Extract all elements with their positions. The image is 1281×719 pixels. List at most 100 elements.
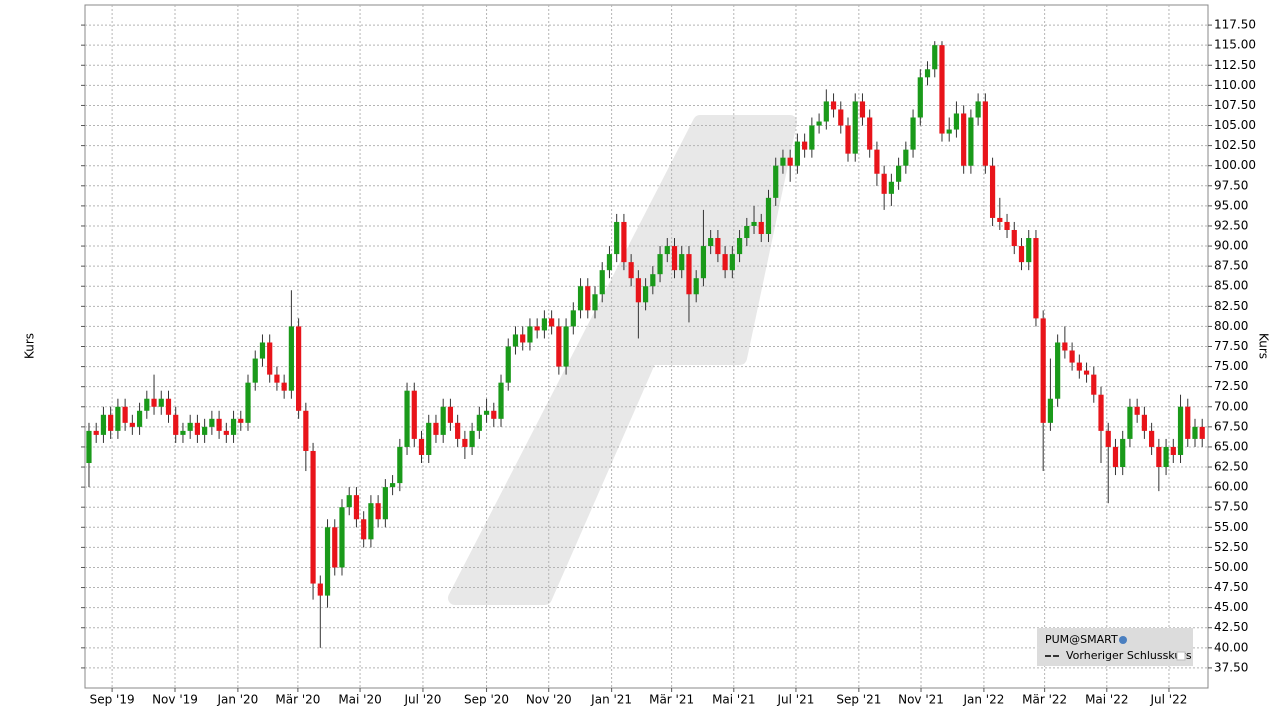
candle-body <box>317 583 323 596</box>
candle-body <box>1185 406 1191 439</box>
candle-body <box>440 406 446 435</box>
candle-body <box>1127 406 1133 439</box>
y-tick-label: 90.00 <box>1214 239 1248 253</box>
candle-body <box>375 503 381 520</box>
candle-body <box>209 418 215 427</box>
candle-body <box>736 238 743 255</box>
candle-body <box>86 430 92 464</box>
y-tick-label: 40.00 <box>1214 640 1248 654</box>
candle-body <box>1047 398 1054 423</box>
y-tick-label: 107.50 <box>1214 98 1256 112</box>
candle-body <box>650 274 656 287</box>
x-tick-label: Mär '22 <box>1022 693 1067 707</box>
candle-body <box>455 422 461 439</box>
candle-body <box>1170 446 1176 455</box>
candle-body <box>1199 426 1205 439</box>
candle-body <box>115 406 121 431</box>
y-tick-label: 77.50 <box>1214 339 1248 353</box>
candle-body <box>715 238 721 255</box>
candle-body <box>852 101 858 154</box>
x-tick-label: Sep '19 <box>90 693 135 707</box>
candle-body <box>353 495 360 520</box>
y-tick-label: 85.00 <box>1214 279 1248 293</box>
candle-body <box>288 326 294 391</box>
candle-body <box>303 410 309 451</box>
candle-body <box>1156 446 1162 468</box>
x-tick-label: Mai '21 <box>712 693 755 707</box>
candle-body <box>1040 318 1046 423</box>
y-tick-label: 67.50 <box>1214 419 1248 433</box>
candle-body <box>765 197 772 235</box>
candle-body <box>404 390 410 447</box>
candle-body <box>245 382 251 423</box>
x-tick-label: Nov '21 <box>898 693 944 707</box>
candle-body <box>194 422 201 435</box>
candle-body <box>549 318 555 327</box>
candle-body <box>108 414 114 431</box>
y-tick-label: 57.50 <box>1214 500 1248 514</box>
candle-body <box>151 398 157 407</box>
candle-body <box>888 181 894 194</box>
y-tick-label: 87.50 <box>1214 259 1248 273</box>
candle-body <box>476 414 482 431</box>
candle-body <box>693 278 699 295</box>
candle-body <box>975 101 981 118</box>
candle-body <box>541 318 547 331</box>
y-tick-label: 50.00 <box>1214 560 1248 574</box>
y-tick-label: 62.50 <box>1214 460 1248 474</box>
candle-body <box>989 165 996 218</box>
candle-body <box>230 418 237 435</box>
candle-body <box>838 109 844 126</box>
candle-body <box>896 165 902 182</box>
candle-body <box>129 422 135 427</box>
legend-checkbox[interactable] <box>1176 651 1186 661</box>
candle-body <box>1120 438 1126 468</box>
candle-body <box>223 430 229 435</box>
candle-body <box>534 326 540 331</box>
x-tick-label: Nov '19 <box>152 693 198 707</box>
candle-body <box>491 410 497 419</box>
candle-body <box>469 430 475 447</box>
candle-body <box>961 113 967 166</box>
candle-body <box>577 286 584 311</box>
candle-body <box>259 342 266 359</box>
candle-body <box>859 101 866 118</box>
candle-body <box>462 438 468 447</box>
y-tick-label: 60.00 <box>1214 480 1248 494</box>
y-tick-label: 55.00 <box>1214 520 1248 534</box>
x-tick-label: Jan '20 <box>216 693 258 707</box>
candle-body <box>368 503 374 540</box>
candle-body <box>1091 374 1097 395</box>
x-tick-label: Mär '21 <box>649 693 694 707</box>
x-tick-label: Sep '21 <box>836 693 881 707</box>
candle-body <box>881 173 887 194</box>
candle-body <box>997 217 1003 222</box>
candle-body <box>924 69 931 78</box>
candle-body <box>1062 342 1068 351</box>
candle-body <box>809 125 815 150</box>
candle-body <box>614 221 620 255</box>
candle-body <box>621 221 627 263</box>
candle-body <box>498 382 504 419</box>
x-tick-label: Jan '22 <box>962 693 1004 707</box>
candle-body <box>1083 370 1090 375</box>
candle-body <box>418 438 425 455</box>
candle-body <box>1026 238 1032 263</box>
candle-body <box>1105 430 1111 447</box>
candle-body <box>136 410 143 427</box>
y-tick-label: 47.50 <box>1214 580 1248 594</box>
x-tick-label: Jan '21 <box>590 693 632 707</box>
watermark <box>448 115 797 605</box>
candle-body <box>1098 394 1104 431</box>
x-tick-label: Mai '20 <box>338 693 381 707</box>
candle-body <box>903 149 909 166</box>
y-tick-label: 37.50 <box>1214 660 1248 674</box>
candle-body <box>1011 229 1017 247</box>
candle-body <box>845 125 851 154</box>
y-tick-label: 115.00 <box>1214 38 1256 52</box>
candle-body <box>158 398 164 407</box>
candle-body <box>1134 406 1140 415</box>
y-tick-label: 112.50 <box>1214 58 1256 72</box>
y-tick-label: 42.50 <box>1214 620 1248 634</box>
candle-body <box>93 430 99 435</box>
